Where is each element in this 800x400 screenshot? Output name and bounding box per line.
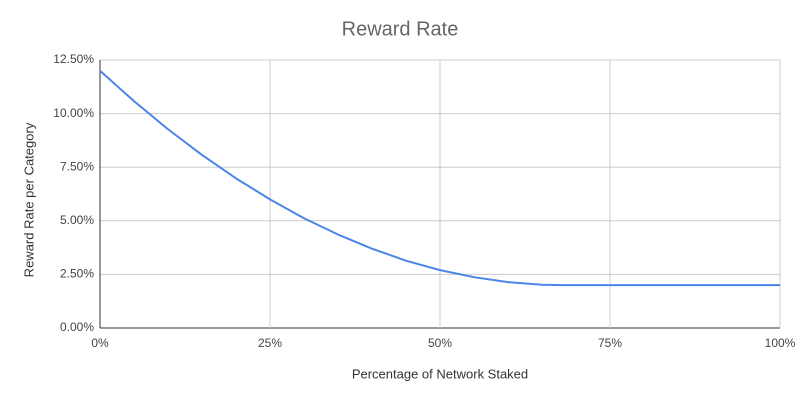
x-tick-label: 100% bbox=[765, 336, 796, 350]
data-line bbox=[99, 69, 780, 287]
x-tick-label: 0% bbox=[91, 336, 109, 350]
y-tick-label: 7.50% bbox=[60, 159, 94, 173]
x-tick-label: 75% bbox=[598, 336, 622, 350]
y-tick-label: 5.00% bbox=[60, 213, 94, 227]
chart-title: Reward Rate bbox=[342, 18, 459, 40]
x-tick-label: 25% bbox=[258, 336, 282, 350]
y-tick-label: 2.50% bbox=[60, 267, 94, 281]
x-tick-label: 50% bbox=[428, 336, 452, 350]
x-axis-title: Percentage of Network Staked bbox=[352, 366, 528, 381]
y-tick-label: 0.00% bbox=[60, 320, 94, 334]
y-tick-label: 12.50% bbox=[53, 52, 94, 66]
y-axis-title: Reward Rate per Category bbox=[21, 122, 36, 277]
y-tick-label: 10.00% bbox=[53, 106, 94, 120]
